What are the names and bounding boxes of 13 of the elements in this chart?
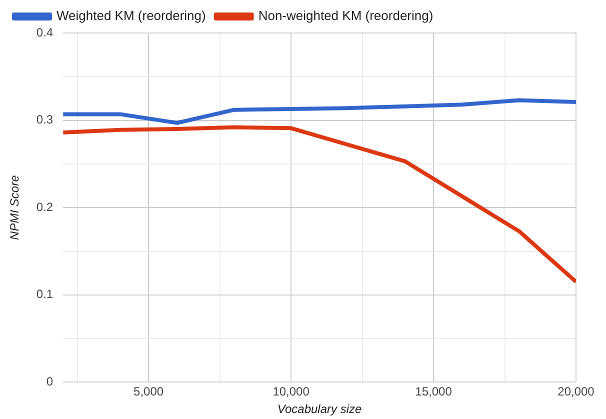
legend-label: Non-weighted KM (reordering): [258, 8, 434, 24]
x-tick-label: 5,000: [134, 384, 164, 399]
x-axis-title: Vocabulary size: [277, 402, 362, 416]
y-tick-label: 0: [46, 374, 54, 389]
y-tick-label: 0.3: [36, 112, 54, 127]
y-tick-label: 0.2: [36, 200, 54, 214]
y-tick-label: 0.1: [36, 287, 54, 302]
legend-label: Weighted KM (reordering): [56, 8, 206, 24]
x-tick-label: 20,000: [558, 384, 595, 399]
x-tick-label: 10,000: [272, 384, 310, 399]
y-axis-title: NPMI Score: [8, 174, 22, 240]
y-tick-label: 0.4: [36, 25, 54, 40]
x-tick-label: 15,000: [415, 384, 452, 399]
